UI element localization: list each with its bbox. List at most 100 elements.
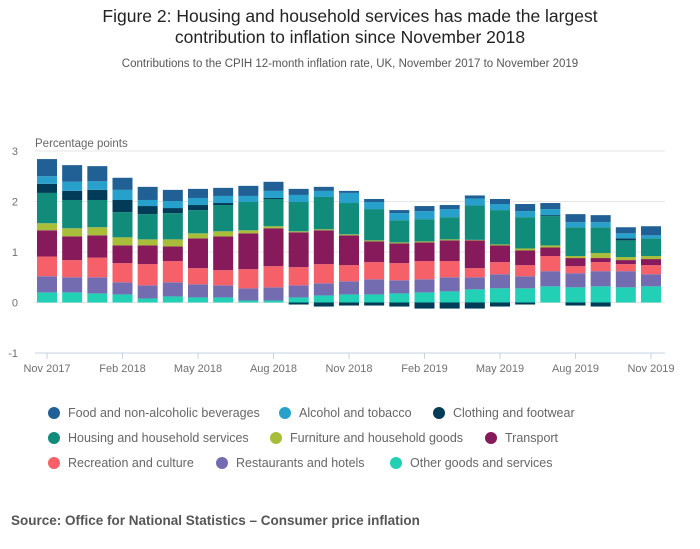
y-axis-title: Percentage points xyxy=(35,138,128,150)
legend-item-transport[interactable]: Transport xyxy=(485,431,558,445)
bar-segment xyxy=(288,302,309,305)
bar-segment xyxy=(414,292,435,303)
bar-segment xyxy=(87,227,108,236)
bar-segment xyxy=(490,262,510,275)
bar-segment xyxy=(439,217,460,240)
bar-segment xyxy=(439,239,460,241)
bar-segment xyxy=(62,199,83,229)
bar-segment xyxy=(590,215,611,223)
bar-segment xyxy=(590,227,611,254)
legend-item-other[interactable]: Other goods and services xyxy=(390,456,552,470)
bar-segment xyxy=(288,231,309,233)
bar-segment xyxy=(464,198,485,206)
x-tick-label: Feb 2018 xyxy=(99,363,145,375)
bar-stack xyxy=(37,159,57,303)
bar-segment xyxy=(313,229,334,231)
bar-segment xyxy=(213,205,234,232)
source-note: Source: Office for National Statistics –… xyxy=(11,513,420,528)
legend-item-recreation[interactable]: Recreation and culture xyxy=(48,456,194,470)
bar-segment xyxy=(112,245,133,264)
legend-item-restaurants[interactable]: Restaurants and hotels xyxy=(216,456,365,470)
bar-segment xyxy=(263,266,284,288)
bar-segment xyxy=(313,283,334,296)
bar-stack xyxy=(313,186,334,307)
bar-segment xyxy=(439,302,460,309)
bar-segment xyxy=(615,257,636,261)
bar-segment xyxy=(389,280,410,294)
chart-title: Figure 2: Housing and household services… xyxy=(0,6,700,48)
bar-segment xyxy=(37,223,57,231)
bar-segment xyxy=(37,192,57,224)
legend-swatch xyxy=(390,457,402,469)
y-tick-label: 2 xyxy=(12,197,18,209)
legend-label: Housing and household services xyxy=(68,431,249,445)
bar-stack xyxy=(439,205,460,309)
bar-segment xyxy=(540,286,561,303)
bar-segment xyxy=(339,302,359,306)
bar-segment xyxy=(87,235,108,258)
bar-stack xyxy=(162,189,183,303)
bar-segment xyxy=(641,274,661,287)
bar-stack xyxy=(490,198,510,307)
legend-item-furniture[interactable]: Furniture and household goods xyxy=(270,431,463,445)
bar-segment xyxy=(389,302,410,307)
bar-segment xyxy=(565,273,586,288)
bar-segment xyxy=(490,274,510,289)
bar-segment xyxy=(37,256,57,277)
bar-stack xyxy=(540,203,561,303)
bar-segment xyxy=(590,253,611,259)
legend-item-alcohol[interactable]: Alcohol and tobacco xyxy=(279,406,412,420)
legend-swatch xyxy=(270,432,282,444)
bar-segment xyxy=(313,196,334,230)
bar-segment xyxy=(162,200,183,209)
bar-segment xyxy=(162,246,183,262)
bar-segment xyxy=(414,302,435,309)
bar-segment xyxy=(263,300,284,303)
legend-item-food[interactable]: Food and non-alcoholic beverages xyxy=(48,406,260,420)
bar-segment xyxy=(137,206,158,215)
bar-segment xyxy=(162,208,183,214)
bar-segment xyxy=(590,286,611,303)
bar-segment xyxy=(439,209,460,218)
bar-segment xyxy=(162,296,183,303)
bar-stack xyxy=(641,226,661,303)
legend: Food and non-alcoholic beverages Alcohol… xyxy=(48,406,688,481)
x-tick-label: Nov 2018 xyxy=(325,363,372,375)
bar-stack xyxy=(590,215,611,307)
legend-item-clothing[interactable]: Clothing and footwear xyxy=(433,406,575,420)
bar-segment xyxy=(515,302,536,305)
bar-segment xyxy=(62,228,83,237)
chart-title-line-1: Figure 2: Housing and household services… xyxy=(102,6,598,26)
bar-segment xyxy=(414,219,435,242)
bar-segment xyxy=(213,195,234,204)
bar-segment xyxy=(263,198,284,227)
legend-row: Recreation and culture Restaurants and h… xyxy=(48,456,688,481)
bar-segment xyxy=(62,260,83,278)
bar-segment xyxy=(615,264,636,272)
bar-segment xyxy=(263,228,284,267)
bar-segment xyxy=(263,190,284,198)
bar-stack xyxy=(389,210,410,307)
bar-segment xyxy=(364,241,385,263)
bar-stack xyxy=(112,177,133,303)
bar-segment xyxy=(339,265,359,282)
bar-segment xyxy=(62,181,83,191)
legend-item-housing[interactable]: Housing and household services xyxy=(48,431,249,445)
bar-segment xyxy=(641,235,661,239)
bar-segment xyxy=(515,248,536,251)
bar-segment xyxy=(313,190,334,197)
bar-segment xyxy=(188,205,208,211)
bar-segment xyxy=(414,241,435,243)
bar-segment xyxy=(540,203,561,210)
bar-stack xyxy=(137,186,158,303)
bar-segment xyxy=(389,213,410,221)
bar-segment xyxy=(87,189,108,200)
bar-segment xyxy=(188,297,208,303)
bar-segment xyxy=(439,240,460,262)
bar-segment xyxy=(389,263,410,281)
bar-segment xyxy=(87,277,108,294)
bar-segment xyxy=(137,285,158,299)
bar-segment xyxy=(238,288,259,301)
bar-segment xyxy=(162,239,183,247)
bar-segment xyxy=(540,209,561,216)
